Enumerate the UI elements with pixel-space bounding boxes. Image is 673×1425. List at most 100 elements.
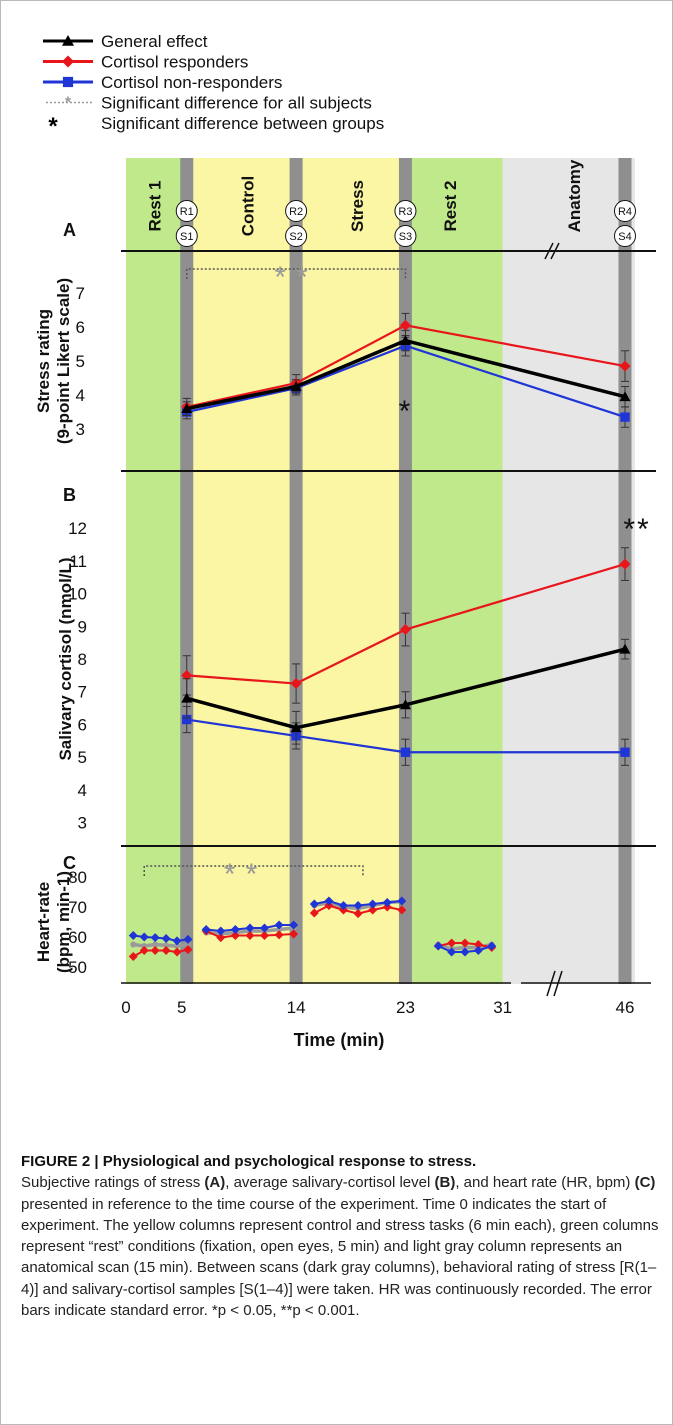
between-group-significance: ** (623, 513, 650, 546)
phase-label: Rest 1 (145, 180, 164, 231)
panel-letter: C (63, 853, 76, 873)
y-tick-label: 11 (69, 552, 87, 571)
phase-column (126, 158, 187, 984)
data-point (397, 896, 407, 906)
data-point (181, 692, 193, 703)
significance-label: ** (274, 261, 317, 294)
scan-circle-label: R2 (289, 206, 303, 218)
data-point (183, 934, 193, 944)
data-point (260, 931, 270, 940)
legend-label: Significant difference between groups (101, 114, 384, 133)
data-point (368, 905, 378, 915)
legend-label: Significant difference for all subjects (101, 94, 372, 113)
scan-circle-label: S2 (289, 231, 302, 243)
scan-circle (614, 200, 636, 222)
significance-bracket (143, 865, 364, 876)
data-point (183, 945, 193, 955)
data-point (260, 923, 270, 933)
scan-circle (285, 200, 308, 222)
figure-chart: General effect Cortisol respondersCortiso… (34, 32, 656, 1050)
data-point (128, 931, 138, 940)
data-point (309, 899, 319, 909)
scan-column (180, 158, 194, 984)
y-tick-label: 80 (68, 868, 87, 887)
y-axis-label: (bpm, min-1) (54, 871, 73, 973)
y-axis-label: (9-point Likert scale) (54, 278, 73, 444)
x-axis: 0 5 14 23 31 46 Time (min) (121, 970, 651, 1050)
data-point (181, 669, 193, 681)
data-point (353, 909, 363, 919)
scan-circle-label: S1 (180, 231, 193, 243)
data-point (230, 931, 240, 940)
series-line (186, 647, 626, 730)
data-point (150, 933, 160, 943)
y-tick-label: 6 (76, 318, 85, 337)
y-tick-label: 8 (78, 650, 87, 669)
panel-letter: A (63, 220, 76, 240)
series-line (186, 563, 626, 685)
data-point (619, 558, 631, 570)
data-point (139, 946, 149, 955)
caption-body: Subjective ratings of stress (A), averag… (21, 1172, 661, 1321)
x-tick-label: 5 (177, 998, 186, 1017)
caption-text-segment: Subjective ratings of stress (21, 1174, 205, 1192)
phase-column (502, 158, 635, 984)
data-point (174, 943, 181, 949)
data-point (619, 360, 631, 372)
data-point (181, 403, 193, 413)
scan-column (398, 158, 412, 984)
data-point (245, 931, 255, 940)
x-tick-label: 14 (287, 998, 306, 1017)
scan-circle-label: S4 (618, 231, 631, 243)
y-tick-label: 6 (78, 715, 87, 734)
series-line (186, 344, 626, 419)
data-point (399, 335, 411, 345)
data-point (172, 947, 182, 957)
data-point (473, 940, 483, 949)
axis-break-mark (544, 242, 554, 260)
data-point (245, 923, 255, 933)
data-point (161, 946, 171, 955)
legend-label: Cortisol responders (101, 53, 248, 72)
data-point (382, 898, 392, 907)
scan-circle-label: R1 (180, 206, 194, 218)
legend-marker (62, 35, 74, 46)
data-point (274, 920, 284, 930)
y-tick-label: 12 (68, 519, 87, 538)
data-point (620, 412, 630, 422)
phase-label: Anatomy (565, 159, 584, 232)
axis-break-mark (550, 242, 560, 260)
panel-c-heart-rate: C 50 60 70 80 Heart-rate (bpm, min-1) ** (34, 853, 497, 977)
data-point (289, 929, 299, 939)
phase-label: Rest 2 (441, 180, 460, 231)
y-tick-label: 9 (78, 617, 87, 636)
x-tick-label: 31 (493, 998, 512, 1017)
data-point (309, 908, 319, 918)
data-point (447, 947, 457, 957)
phase-background (126, 158, 635, 984)
data-point (216, 933, 226, 943)
data-point (460, 947, 470, 957)
y-tick-label: 50 (68, 958, 87, 977)
data-point (460, 938, 470, 948)
legend-label: General effect (101, 32, 208, 51)
caption-text-segment: (B) (434, 1174, 456, 1192)
y-tick-label: 60 (68, 928, 87, 947)
axis-break-mark (553, 970, 563, 997)
panel-a-stress-rating: A 3 4 5 6 7 Stress rating (9-point Likert scale… (34, 220, 631, 444)
caption-title: FIGURE 2 | Physiological and psychologic… (21, 1153, 477, 1170)
panel-b-salivary-cortisol: B 3 4 5 6 7 8 9 10 11 12 Salivary cortisol (nmol/L)… (56, 395, 650, 833)
data-point (128, 952, 138, 961)
data-point (338, 901, 348, 910)
x-tick-label: 46 (616, 998, 635, 1017)
scan-circle-label: S3 (399, 231, 412, 243)
series-line (186, 718, 625, 754)
scan-circle (614, 225, 636, 247)
y-tick-label: 4 (76, 386, 85, 405)
scan-circle (175, 200, 198, 222)
caption-text-segment: , average salivary-cortisol level (225, 1174, 435, 1192)
data-point (290, 678, 302, 690)
y-tick-label: 5 (78, 748, 87, 767)
scan-circle (394, 225, 417, 247)
